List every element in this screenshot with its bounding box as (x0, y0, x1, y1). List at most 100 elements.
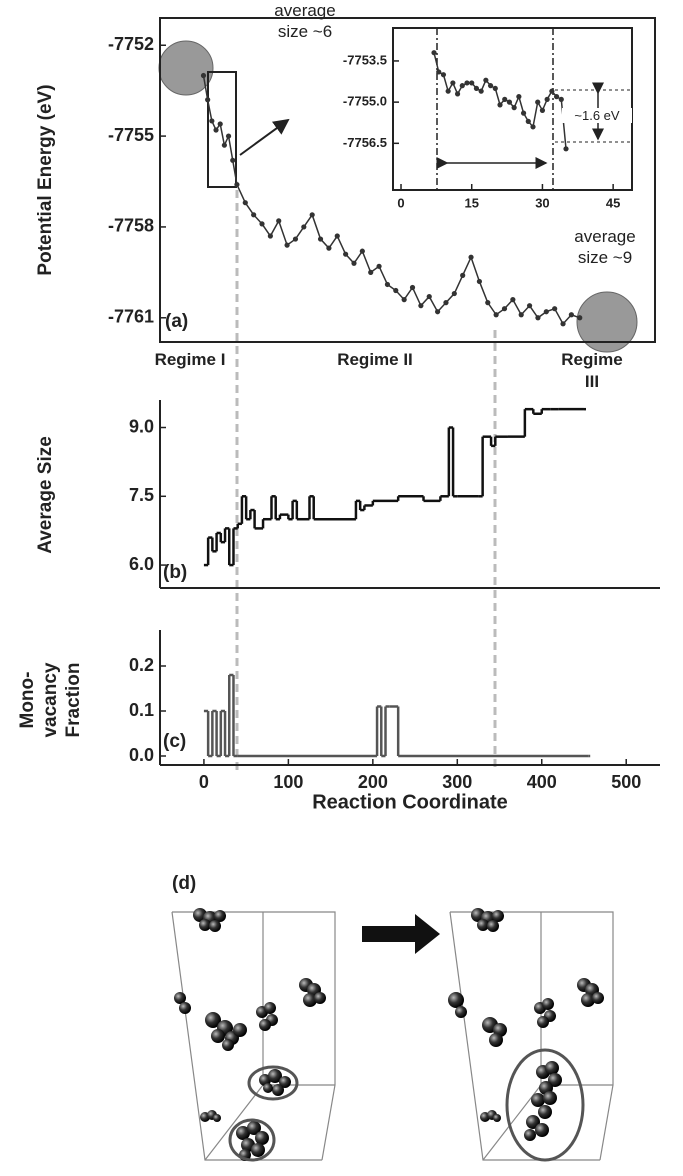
data-point (501, 306, 508, 312)
atom (303, 993, 317, 1007)
x-tick-label: 30 (535, 195, 549, 210)
atom (174, 992, 186, 1004)
data-point (309, 212, 315, 218)
atom (543, 1091, 557, 1105)
data-point (435, 309, 441, 315)
data-point (431, 50, 437, 56)
atom (179, 1002, 191, 1014)
data-point (393, 287, 399, 294)
data-point (426, 293, 432, 300)
atom (493, 1114, 501, 1122)
data-point (539, 107, 546, 113)
annotation: average size ~6 (274, 1, 336, 41)
atom (214, 910, 226, 922)
x-tick-label: 200 (358, 772, 388, 792)
cluster-ring (228, 1118, 276, 1162)
data-point (558, 96, 564, 102)
atom (233, 1023, 247, 1037)
atom (455, 1006, 467, 1018)
y-tick-label: 9.0 (129, 416, 154, 436)
atom (255, 1131, 269, 1145)
data-point (242, 200, 248, 206)
atom (592, 992, 604, 1004)
cluster-box (449, 911, 614, 1161)
data-point (510, 297, 516, 303)
regime-label: Regime III (561, 350, 623, 391)
atom (477, 919, 489, 931)
data-point (384, 281, 391, 288)
x-tick-label: 300 (442, 772, 472, 792)
data-point (468, 254, 474, 260)
atom (487, 920, 499, 932)
data-point (230, 157, 236, 163)
data-point (454, 91, 461, 97)
data-point (518, 312, 524, 318)
data-point (487, 83, 494, 89)
data-point (563, 146, 569, 152)
data-point (209, 118, 215, 124)
panel-label: (b) (163, 562, 187, 583)
data-point (560, 321, 566, 327)
data-point (217, 121, 223, 127)
atom (205, 1012, 221, 1028)
y-axis-label: Average Size (34, 436, 56, 554)
atom (538, 1105, 552, 1119)
x-tick-label: 0 (199, 772, 209, 792)
data-point (549, 88, 555, 94)
y-tick-label: 7.5 (129, 485, 154, 505)
data-point (376, 263, 382, 269)
atoms (174, 908, 604, 1161)
data-point (451, 290, 457, 297)
data-point (469, 80, 475, 86)
atom (272, 1084, 284, 1096)
data-point (418, 303, 424, 309)
data-point (473, 85, 480, 92)
panel-label: (c) (163, 731, 186, 752)
x-tick-label: 400 (527, 772, 557, 792)
data-point (225, 133, 232, 139)
data-point (552, 306, 558, 312)
x-tick-label: 500 (611, 772, 641, 792)
data-point (459, 83, 465, 89)
annotation: ~1.6 eV (562, 108, 632, 123)
data-point (577, 315, 583, 321)
panel-label: (d) (172, 873, 196, 894)
data-point (525, 118, 531, 124)
data-point (544, 96, 550, 102)
data-point (483, 77, 489, 83)
data-point (436, 69, 442, 75)
data-point (493, 312, 499, 318)
data-point (535, 99, 541, 105)
atom (211, 1029, 225, 1043)
y-axis-label: Mono-vacancy Fraction (16, 662, 84, 738)
atom (524, 1129, 536, 1141)
x-tick-label: 100 (273, 772, 303, 792)
x-tick-label: 0 (397, 195, 404, 210)
atom (263, 1083, 273, 1093)
y-tick-label: -7756.5 (343, 135, 387, 150)
data-point (476, 278, 483, 285)
y-tick-label: -7761 (108, 307, 154, 327)
y-tick-label: -7758 (108, 216, 154, 236)
data-point (478, 88, 484, 94)
atom (542, 998, 554, 1010)
data-point (464, 80, 470, 86)
regime-label: Regime I (154, 350, 226, 369)
atom (251, 1143, 265, 1157)
atom (247, 1121, 261, 1135)
data-point (492, 85, 498, 92)
data-point (568, 312, 574, 318)
data-point (506, 99, 513, 105)
plot-frame (392, 27, 633, 191)
data-point (267, 233, 273, 239)
atom (199, 919, 211, 931)
atom (489, 1033, 503, 1047)
atom (236, 1126, 250, 1140)
data-point (326, 245, 332, 251)
data-point (284, 242, 290, 248)
data-point (292, 236, 299, 242)
data-point (251, 212, 257, 218)
atom (492, 910, 504, 922)
